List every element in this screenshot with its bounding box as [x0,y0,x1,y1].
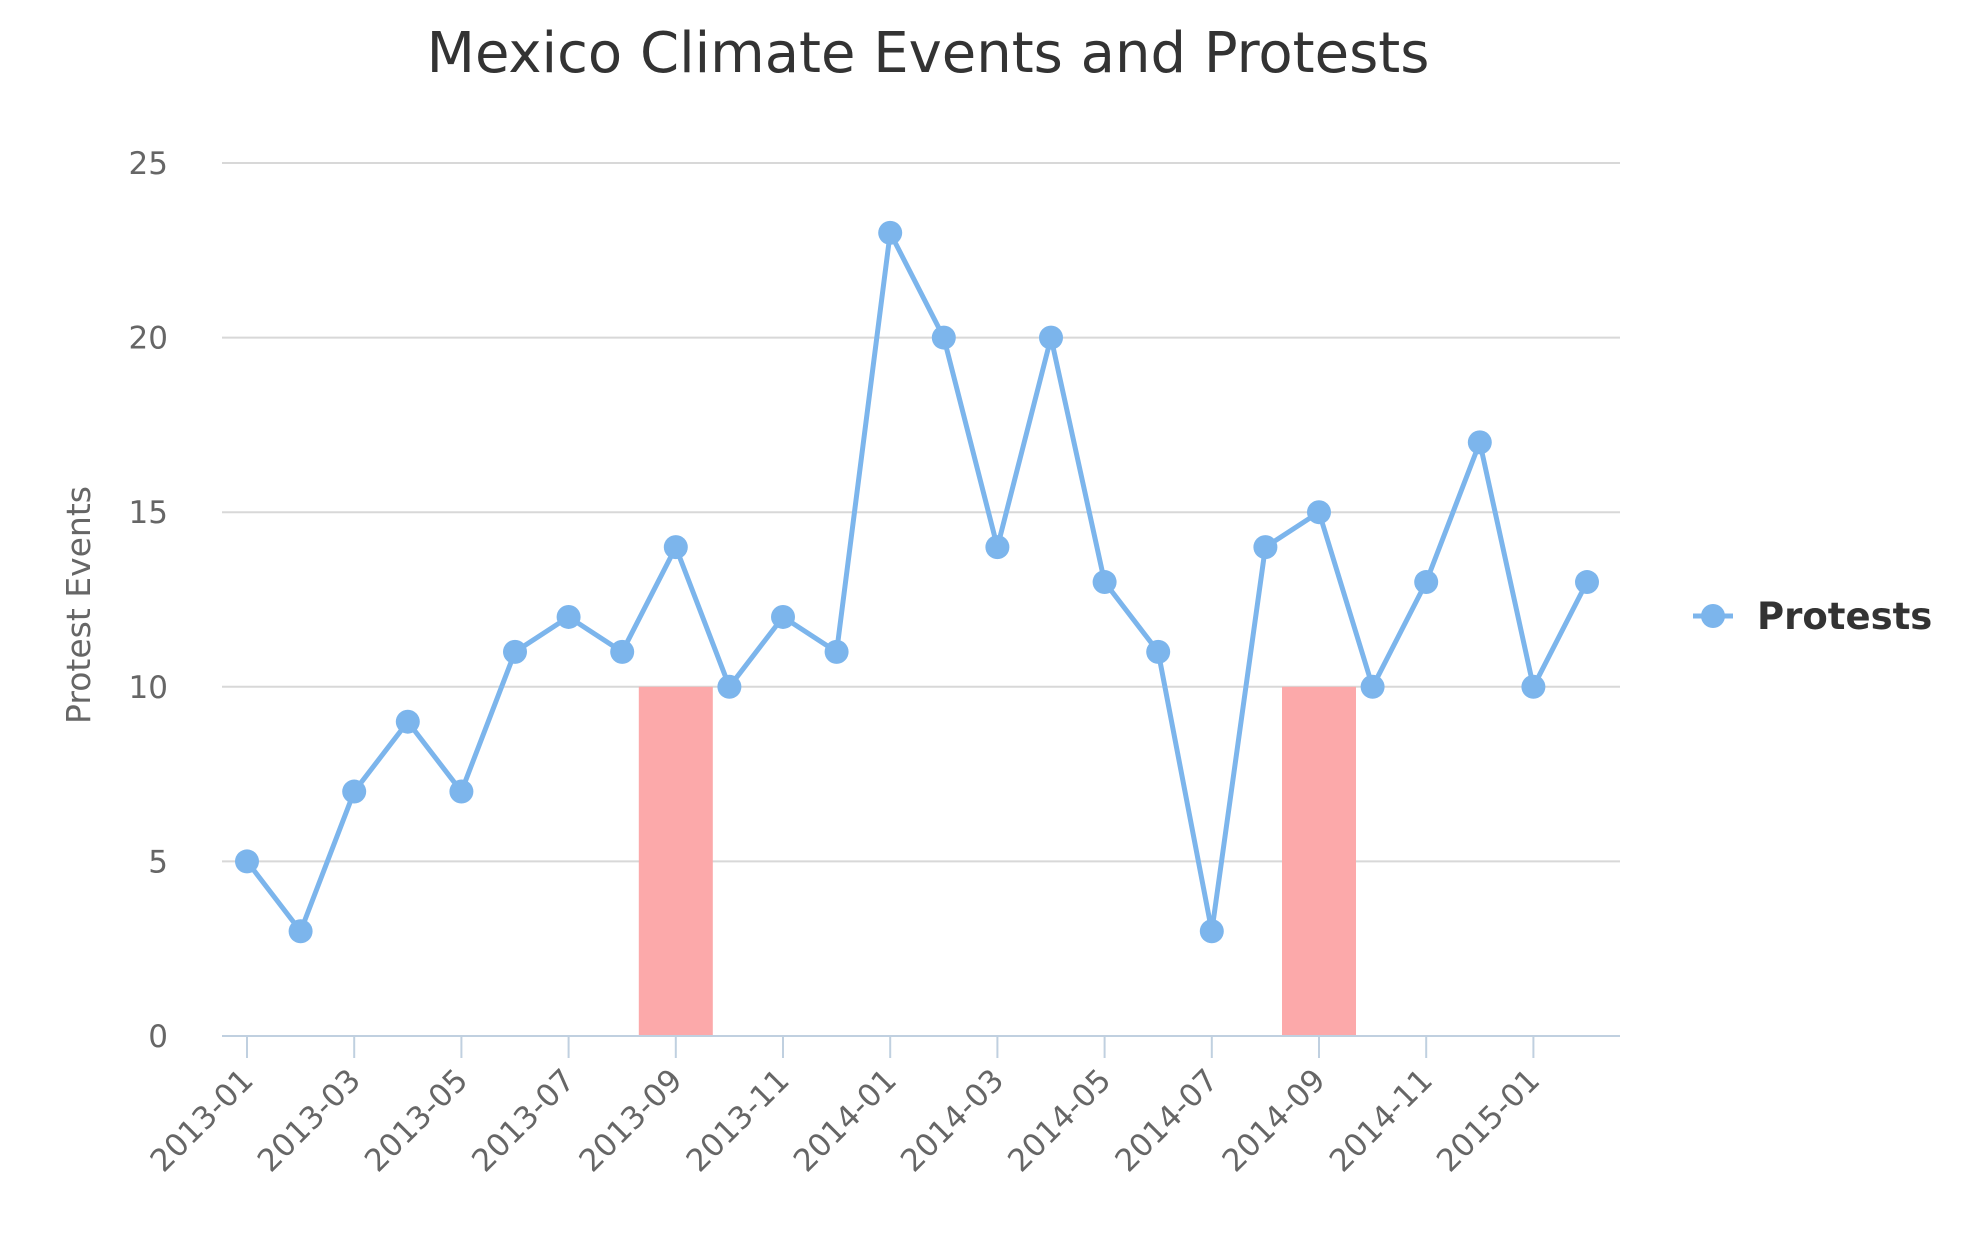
series-line-protests [245,230,1590,934]
protests-series [235,220,1599,944]
legend-label-protests: Protests [1757,595,1932,638]
data-point[interactable] [1575,570,1599,595]
data-point[interactable] [771,604,795,629]
legend[interactable]: Protests [1693,595,1932,638]
data-point[interactable] [449,779,474,804]
x-tick-label: 2013-03 [251,1062,368,1179]
data-point[interactable] [985,535,1010,560]
data-point[interactable] [288,919,313,944]
x-tick-label: 2014-09 [1216,1062,1333,1179]
data-point[interactable] [395,709,420,734]
x-tick-label: 2013-09 [572,1062,689,1179]
data-point[interactable] [610,639,635,664]
data-point[interactable] [931,325,956,350]
data-point[interactable] [1521,674,1546,699]
x-tick-label: 2013-01 [144,1062,261,1179]
y-axis-title: Protest Events [59,486,98,724]
x-tick-label: 2014-07 [1108,1062,1225,1179]
data-point[interactable] [824,639,849,664]
data-point[interactable] [1146,639,1171,664]
y-tick-label: 0 [148,1019,168,1055]
y-tick-label: 20 [129,321,168,357]
climate-event-bar[interactable] [1282,686,1356,1036]
data-point[interactable] [1467,430,1492,455]
data-point[interactable] [1039,325,1063,350]
y-tick-label: 10 [129,670,168,706]
x-tick-label: 2014-01 [787,1062,904,1179]
y-tick-label: 25 [129,146,168,182]
x-tick-label: 2014-05 [1001,1062,1118,1179]
y-tick-label: 5 [148,844,168,880]
data-point[interactable] [1253,535,1278,560]
data-point[interactable] [1092,570,1117,595]
data-point[interactable] [663,535,688,560]
x-tick-label: 2014-11 [1323,1062,1440,1179]
data-point[interactable] [503,639,527,664]
data-point[interactable] [717,674,742,699]
x-tick-label: 2013-05 [358,1062,475,1179]
data-point[interactable] [878,220,903,245]
data-point[interactable] [1199,919,1224,944]
x-tick-label: 2013-11 [680,1062,797,1179]
legend-dot-marker [1701,604,1725,628]
x-tick-label: 2015-01 [1430,1062,1547,1179]
gridlines: 0 5 10 15 20 25 [129,146,1620,1055]
data-point[interactable] [1360,674,1385,699]
climate-event-bar[interactable] [638,686,713,1036]
x-tick-label: 2014-03 [894,1062,1011,1179]
data-point[interactable] [235,849,259,874]
data-point[interactable] [342,779,367,804]
climate-event-bars [638,686,1356,1036]
x-tick-label: 2013-07 [465,1062,582,1179]
data-point[interactable] [556,604,581,629]
y-tick-label: 15 [129,495,168,531]
x-axis: 2013-012013-032013-052013-072013-092013-… [144,1035,1620,1179]
data-point[interactable] [1307,500,1331,525]
chart-title: Mexico Climate Events and Protests [427,21,1430,86]
data-point[interactable] [1414,570,1439,595]
